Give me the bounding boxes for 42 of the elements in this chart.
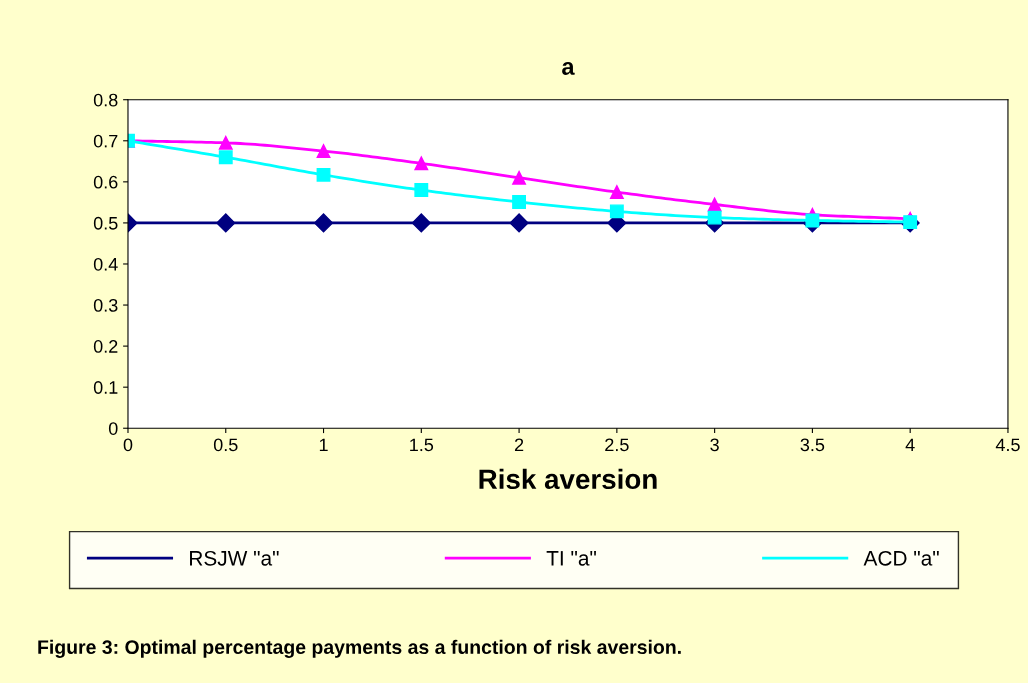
y-tick-label: 0.6: [93, 175, 118, 189]
x-tick-label: 0: [123, 438, 133, 452]
y-tick-label: 0.8: [93, 93, 118, 107]
x-tick-label: 4.5: [995, 438, 1020, 452]
x-axis-title: Risk aversion: [479, 468, 657, 490]
point: [707, 197, 722, 212]
x-tick-label: 1: [319, 438, 328, 452]
chart-title: a: [562, 62, 575, 75]
x-tick-label: 3: [710, 438, 719, 452]
y-tick-label: 0.1: [93, 381, 118, 394]
legend-label: ACD "a": [863, 550, 939, 566]
x-tick-label: 0.5: [213, 438, 238, 452]
point: [218, 150, 233, 165]
legend-label: TI "a": [546, 551, 596, 566]
point: [216, 213, 236, 233]
y-tick-label: 0.3: [93, 298, 118, 312]
y-tick-label: 0: [108, 422, 118, 435]
point: [414, 156, 429, 171]
point: [218, 135, 233, 150]
point: [609, 204, 624, 219]
point: [316, 144, 331, 158]
x-tick-label: 2: [514, 438, 524, 452]
caption: Figure 3: Optimal percentage payments as a function of risk aversion.: [38, 639, 681, 658]
legend-label: RSJW "a": [190, 550, 279, 566]
y-tick-label: 0.5: [93, 216, 118, 230]
y-tick-label: 0.7: [93, 134, 118, 148]
point: [411, 213, 431, 233]
point: [512, 195, 527, 209]
point: [414, 183, 429, 198]
x-tick-label: 2.5: [605, 438, 629, 452]
point: [707, 210, 722, 225]
point: [512, 170, 527, 185]
x-tick-label: 3.5: [800, 438, 825, 452]
x-tick-label: 1.5: [410, 438, 434, 452]
point: [314, 213, 334, 233]
point: [805, 213, 820, 228]
point: [509, 213, 529, 233]
x-tick-label: 4: [905, 438, 915, 452]
point: [316, 167, 331, 182]
y-tick-label: 0.2: [93, 340, 118, 353]
y-tick-label: 0.4: [93, 257, 118, 271]
point: [609, 185, 624, 200]
